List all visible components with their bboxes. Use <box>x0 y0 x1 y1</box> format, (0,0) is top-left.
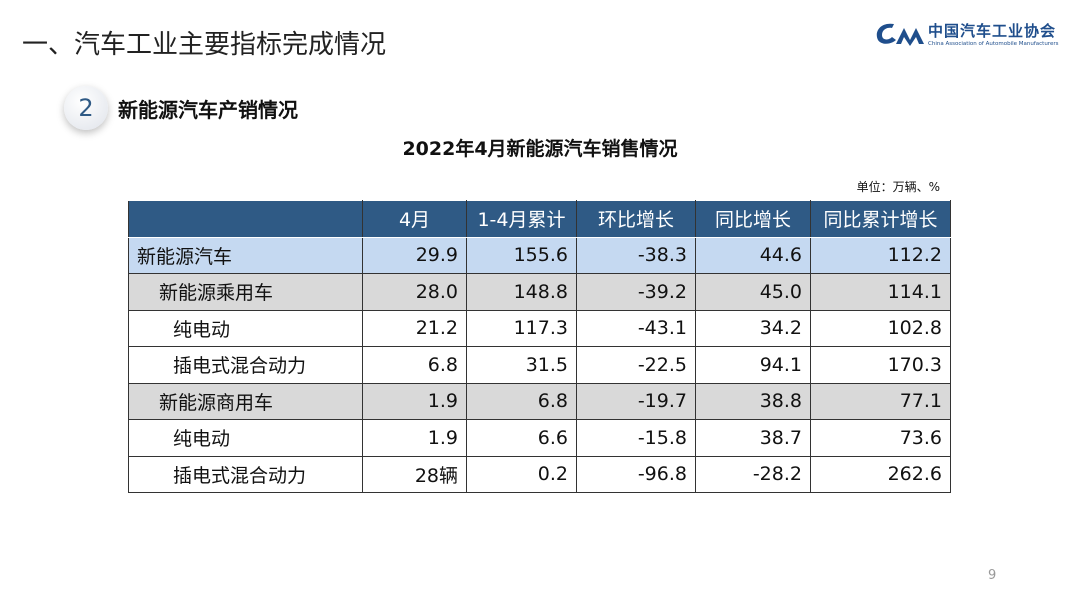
column-header: 环比增长 <box>576 200 696 238</box>
unit-label: 单位：万辆、% <box>856 180 940 194</box>
logo-name-cn: 中国汽车工业协会 <box>928 21 1057 40</box>
caam-logo: 中国汽车工业协会 China Association of Automobile… <box>872 18 1058 48</box>
table-row: 纯电动 1.9 6.6 -15.8 38.7 73.6 <box>128 419 951 457</box>
column-header: 1-4月累计 <box>466 200 577 238</box>
table-cell: 73.6 <box>810 419 951 457</box>
row-label: 新能源汽车 <box>128 236 363 274</box>
row-label: 新能源商用车 <box>128 382 363 420</box>
logo-name-en: China Association of Automobile Manufact… <box>928 40 1059 47</box>
section-label: 新能源汽车产销情况 <box>118 97 298 122</box>
table-cell: 102.8 <box>810 309 951 347</box>
table-cell: -15.8 <box>576 419 696 457</box>
table-caption: 2022年4月新能源汽车销售情况 <box>402 138 678 160</box>
table-cell: 117.3 <box>466 309 577 347</box>
row-label: 新能源乘用车 <box>128 273 363 311</box>
table-header-row: 4月 1-4月累计 环比增长 同比增长 同比累计增长 <box>128 200 951 238</box>
section-heading: 2 新能源汽车产销情况 <box>64 86 298 130</box>
table-cell: 28辆 <box>362 455 467 493</box>
table-cell: -96.8 <box>576 455 696 493</box>
slide-title: 一、汽车工业主要指标完成情况 <box>22 30 387 60</box>
table-cell: -38.3 <box>576 236 696 274</box>
table-cell: -39.2 <box>576 273 696 311</box>
column-header <box>128 200 363 238</box>
table-cell: -43.1 <box>576 309 696 347</box>
table-cell: 262.6 <box>810 455 951 493</box>
column-header: 同比增长 <box>695 200 811 238</box>
table-cell: 148.8 <box>466 273 577 311</box>
table-cell: 155.6 <box>466 236 577 274</box>
column-header: 同比累计增长 <box>810 200 951 238</box>
table-cell: 1.9 <box>362 419 467 457</box>
table-cell: 38.7 <box>695 419 811 457</box>
table-cell: 21.2 <box>362 309 467 347</box>
table-row: 纯电动 21.2 117.3 -43.1 34.2 102.8 <box>128 309 951 347</box>
table-cell: 29.9 <box>362 236 467 274</box>
table-cell: 112.2 <box>810 236 951 274</box>
table-cell: 94.1 <box>695 346 811 384</box>
table-cell: 1.9 <box>362 382 467 420</box>
table-cell: -19.7 <box>576 382 696 420</box>
table-cell: 45.0 <box>695 273 811 311</box>
table-cell: 0.2 <box>466 455 577 493</box>
column-header: 4月 <box>362 200 467 238</box>
table-cell: 34.2 <box>695 309 811 347</box>
table-cell: 44.6 <box>695 236 811 274</box>
row-label: 插电式混合动力 <box>128 346 363 384</box>
table-cell: 6.8 <box>466 382 577 420</box>
table-cell: 38.8 <box>695 382 811 420</box>
table-row: 新能源乘用车 28.0 148.8 -39.2 45.0 114.1 <box>128 273 951 311</box>
table-row: 插电式混合动力 6.8 31.5 -22.5 94.1 170.3 <box>128 346 951 384</box>
table-row: 插电式混合动力 28辆 0.2 -96.8 -28.2 262.6 <box>128 455 951 493</box>
table-cell: -22.5 <box>576 346 696 384</box>
caam-logo-icon <box>876 23 924 46</box>
row-label: 纯电动 <box>128 309 363 347</box>
row-label: 插电式混合动力 <box>128 455 363 493</box>
page-number: 9 <box>988 568 997 583</box>
table-cell: 28.0 <box>362 273 467 311</box>
sales-table: 4月 1-4月累计 环比增长 同比增长 同比累计增长 新能源汽车 29.9 155.… <box>128 200 951 493</box>
table-row: 新能源汽车 29.9 155.6 -38.3 44.6 112.2 <box>128 236 951 274</box>
table-cell: -28.2 <box>695 455 811 493</box>
table-cell: 114.1 <box>810 273 951 311</box>
table-cell: 170.3 <box>810 346 951 384</box>
table-cell: 31.5 <box>466 346 577 384</box>
table-cell: 6.6 <box>466 419 577 457</box>
table-cell: 6.8 <box>362 346 467 384</box>
table-row: 新能源商用车 1.9 6.8 -19.7 38.8 77.1 <box>128 382 951 420</box>
section-number: 2 <box>64 86 108 130</box>
row-label: 纯电动 <box>128 419 363 457</box>
table-cell: 77.1 <box>810 382 951 420</box>
